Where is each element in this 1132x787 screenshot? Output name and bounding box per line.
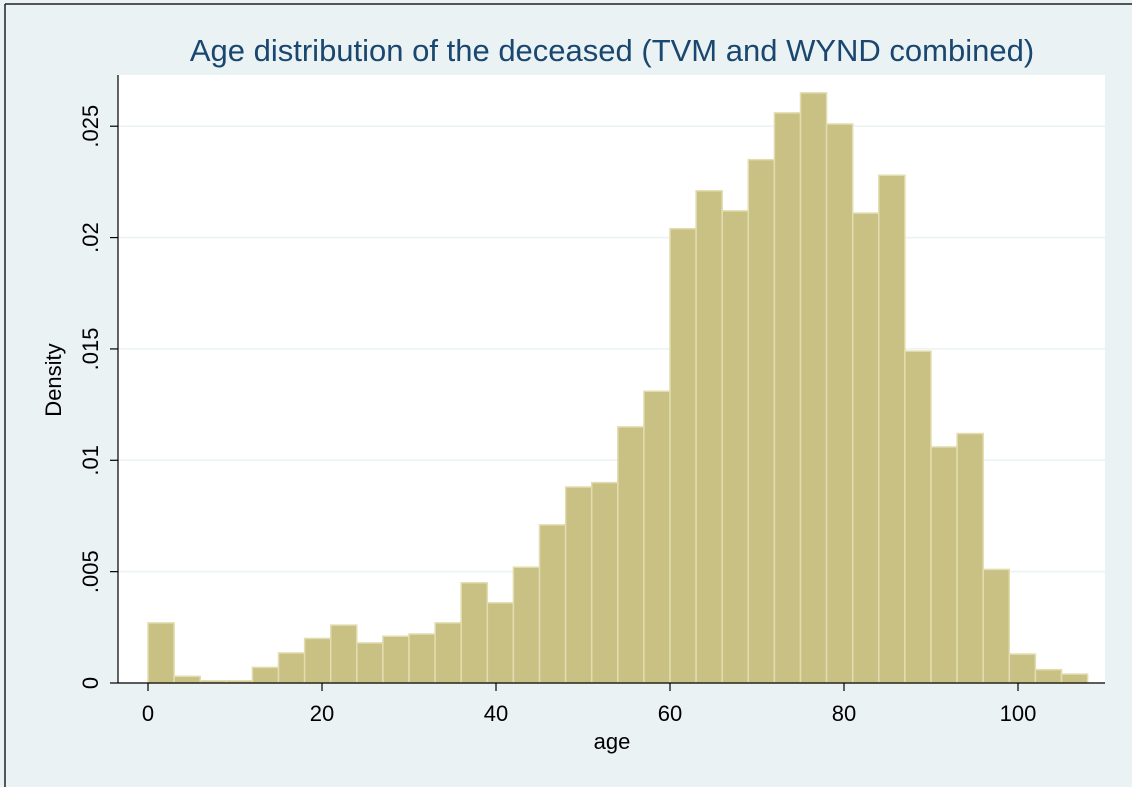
bar xyxy=(538,524,567,684)
bar xyxy=(930,446,958,684)
bar xyxy=(512,566,541,684)
bar xyxy=(303,637,332,684)
y-tick-label: .025 xyxy=(78,105,103,148)
bar xyxy=(773,112,802,684)
y-tick-label: 0 xyxy=(78,677,103,689)
x-tick-label: 20 xyxy=(310,701,334,726)
x-axis-label: age xyxy=(594,729,631,754)
bar xyxy=(617,426,645,684)
bar xyxy=(277,652,306,684)
y-tick-label: .01 xyxy=(78,445,103,476)
bar xyxy=(1034,668,1063,684)
bar xyxy=(329,624,358,684)
bar xyxy=(173,675,201,684)
bar xyxy=(251,666,280,684)
bar xyxy=(825,123,854,684)
bar xyxy=(486,602,515,684)
bar xyxy=(851,212,880,684)
y-tick-label: .005 xyxy=(78,550,103,593)
bar xyxy=(669,227,697,684)
bar xyxy=(643,390,671,684)
bar xyxy=(1060,673,1089,684)
bar xyxy=(590,481,619,684)
bar xyxy=(695,190,723,684)
bar xyxy=(356,642,384,684)
x-tick-label: 100 xyxy=(1000,701,1037,726)
bar xyxy=(721,210,750,684)
bar xyxy=(799,92,828,684)
bar xyxy=(382,635,410,684)
bar xyxy=(956,432,984,684)
bar xyxy=(460,582,489,684)
bar xyxy=(408,633,436,684)
chart-title: Age distribution of the deceased (TVM an… xyxy=(190,33,1034,68)
bar xyxy=(1008,653,1037,684)
bar xyxy=(904,350,932,684)
bar xyxy=(747,158,776,684)
y-tick-label: .02 xyxy=(78,222,103,253)
y-tick-label: .015 xyxy=(78,328,103,371)
x-tick-label: 80 xyxy=(832,701,856,726)
x-tick-label: 40 xyxy=(484,701,508,726)
bar xyxy=(434,622,462,684)
bar xyxy=(147,622,175,684)
bar xyxy=(982,568,1011,684)
bar xyxy=(878,174,906,684)
y-axis-label: Density xyxy=(41,343,66,416)
x-tick-label: 60 xyxy=(658,701,682,726)
bar xyxy=(564,486,593,684)
x-tick-label: 0 xyxy=(142,701,154,726)
